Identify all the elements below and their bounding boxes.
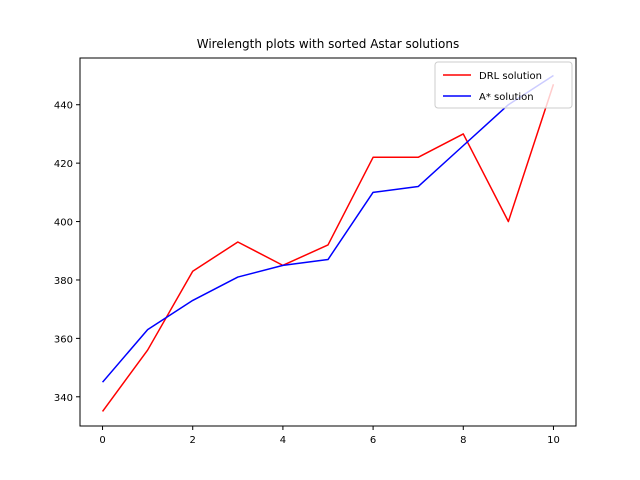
y-tick-label: 400 [54,218,73,229]
x-axis: 0 2 4 6 8 10 [99,426,560,446]
y-tick-label: 340 [54,393,73,404]
legend-label: A* solution [479,92,534,103]
series-layer [101,74,555,412]
series-line-astar-solution [101,74,554,383]
series-line-drl-solution [101,84,555,412]
y-tick-label: 420 [54,159,73,170]
x-tick-label: 4 [280,435,286,446]
x-tick-label: 0 [99,435,105,446]
plot-area [79,57,577,427]
x-tick-label: 8 [460,435,466,446]
y-tick-label: 380 [54,276,73,287]
legend-label: DRL solution [479,71,542,82]
y-axis: 340 360 380 400 420 440 [54,101,80,404]
y-tick-label: 440 [54,101,73,112]
x-tick-label: 6 [370,435,376,446]
legend: DRL solution A* solution [434,61,573,109]
x-tick-label: 2 [190,435,196,446]
chart-title: Wirelength plots with sorted Astar solut… [197,37,459,51]
x-tick-label: 10 [547,435,560,446]
y-tick-label: 360 [54,334,73,345]
